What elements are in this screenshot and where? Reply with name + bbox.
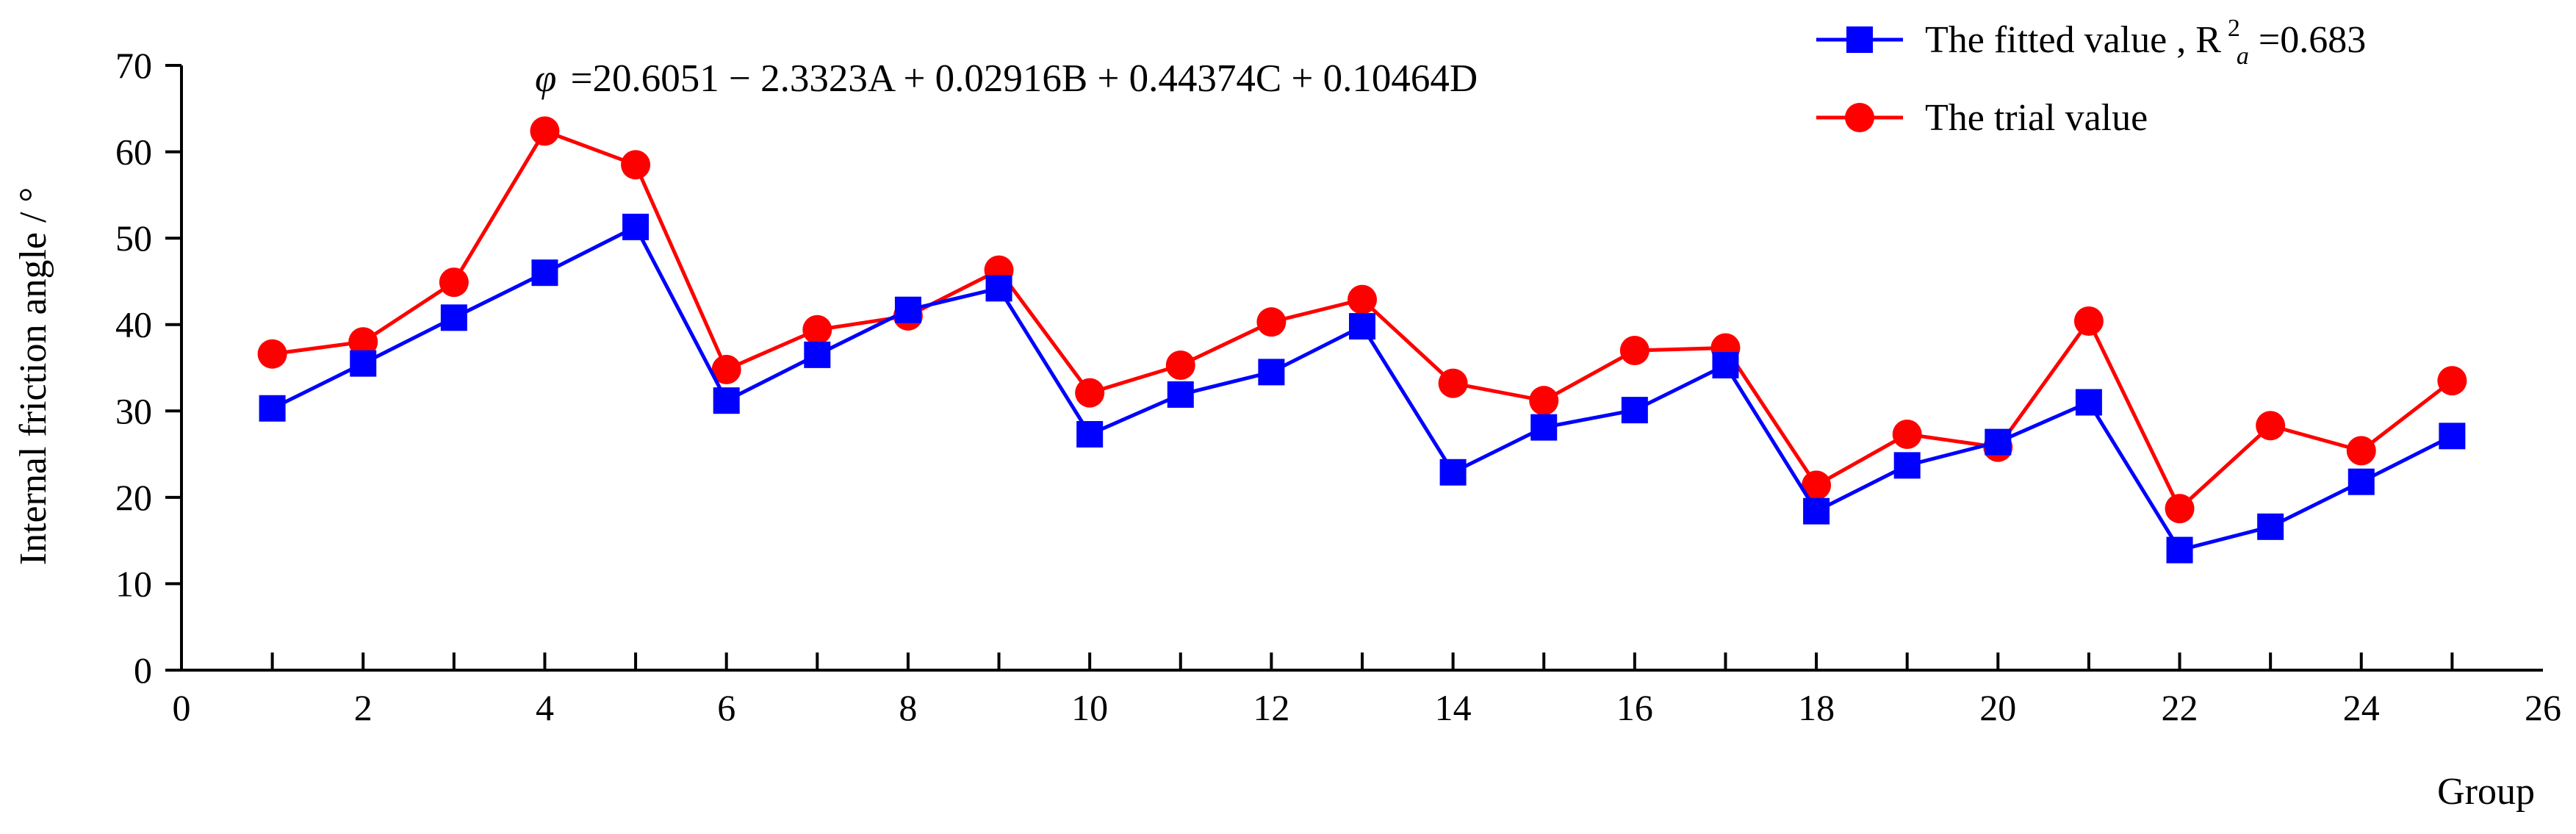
data-point-trial	[348, 327, 378, 357]
legend-marker-trial	[1845, 103, 1874, 132]
data-point-fitted	[804, 341, 831, 368]
legend-fitted-sup: 2	[2228, 15, 2240, 42]
y-tick-label: 10	[115, 563, 152, 604]
y-tick-label: 60	[115, 132, 152, 173]
x-tick-label: 0	[173, 687, 191, 728]
data-point-trial	[530, 116, 560, 146]
x-tick-label: 24	[2343, 687, 2380, 728]
data-point-trial	[1256, 307, 1287, 337]
data-point-fitted	[894, 296, 921, 323]
data-point-trial	[2073, 306, 2104, 337]
data-point-trial	[1348, 284, 1377, 314]
data-point-trial	[1529, 386, 1559, 416]
x-tick-label: 10	[1071, 687, 1108, 728]
legend-item-trial: The trial value	[1816, 97, 2148, 139]
equation-text: =20.6051 − 2.3323A + 0.02916B + 0.44374C…	[571, 57, 1478, 100]
data-point-trial	[1075, 378, 1105, 408]
data-point-trial	[1165, 350, 1195, 380]
x-tick-label: 6	[717, 687, 735, 728]
data-point-fitted	[1349, 313, 1375, 340]
y-tick-label: 20	[115, 477, 152, 518]
data-point-fitted	[1803, 497, 1830, 525]
y-tick-label: 40	[115, 304, 152, 345]
legend: The fitted value , R 2 a =0.683 The tria…	[1816, 3, 2366, 139]
data-point-fitted	[531, 259, 558, 287]
y-tick-label: 0	[134, 650, 152, 691]
legend-fitted-name: The fitted value , R	[1925, 19, 2221, 61]
data-point-trial	[1619, 335, 1649, 365]
y-tick-label: 50	[115, 218, 152, 259]
data-point-trial	[711, 354, 741, 384]
x-tick-label: 22	[2162, 687, 2198, 728]
legend-item-fitted: The fitted value , R 2 a =0.683	[1816, 3, 2366, 73]
data-point-trial	[439, 267, 469, 298]
data-point-trial	[2346, 436, 2376, 466]
data-point-fitted	[1985, 428, 2012, 456]
data-point-fitted	[1893, 452, 1921, 479]
series-layer	[257, 116, 2467, 564]
data-point-fitted	[2347, 468, 2375, 495]
y-tick-label: 30	[115, 390, 152, 431]
data-point-trial	[1802, 470, 1832, 500]
labels-layer: Internal friction angle / ° Group φ =20.…	[12, 57, 2535, 813]
data-point-trial	[2437, 366, 2467, 396]
data-point-trial	[621, 150, 651, 180]
x-tick-label: 2	[354, 687, 373, 728]
data-point-fitted	[985, 275, 1012, 302]
data-point-fitted	[1621, 397, 1648, 424]
data-point-fitted	[1076, 421, 1104, 448]
data-point-trial	[802, 314, 832, 345]
x-tick-label: 12	[1253, 687, 1289, 728]
data-point-fitted	[622, 213, 650, 240]
data-point-fitted	[1167, 381, 1194, 408]
data-point-fitted	[2166, 536, 2193, 564]
data-point-fitted	[2439, 423, 2466, 450]
legend-marker-fitted	[1846, 26, 1873, 53]
data-point-trial	[1438, 368, 1468, 398]
x-tick-label: 26	[2525, 687, 2561, 728]
series-fitted	[259, 213, 2466, 564]
x-tick-label: 8	[899, 687, 917, 728]
data-point-trial	[1892, 420, 1922, 450]
data-point-fitted	[1712, 351, 1739, 378]
data-point-fitted	[440, 304, 467, 331]
data-point-trial	[257, 339, 287, 369]
y-axis-label: Internal friction angle / °	[12, 187, 54, 566]
data-point-fitted	[1439, 459, 1467, 486]
data-point-fitted	[259, 395, 286, 422]
legend-label-fitted: The fitted value , R 2 a =0.683	[1925, 3, 2366, 73]
data-point-fitted	[713, 387, 740, 414]
x-tick-label: 4	[536, 687, 554, 728]
data-point-fitted	[1530, 414, 1558, 441]
legend-fitted-suffix: =0.683	[2259, 19, 2366, 61]
legend-label-trial: The trial value	[1925, 97, 2148, 139]
data-point-fitted	[2075, 389, 2102, 416]
equation-annotation: φ =20.6051 − 2.3323A + 0.02916B + 0.4437…	[535, 57, 1478, 100]
series-line-fitted	[271, 224, 2453, 553]
x-tick-label: 14	[1435, 687, 1472, 728]
y-tick-label: 70	[115, 45, 152, 86]
x-tick-label: 16	[1616, 687, 1653, 728]
data-point-trial	[2165, 494, 2195, 524]
data-point-fitted	[350, 350, 377, 377]
x-tick-label: 20	[1979, 687, 2016, 728]
data-point-fitted	[1258, 359, 1285, 386]
legend-fitted-sub: a	[2237, 43, 2249, 70]
x-axis-label: Group	[2437, 771, 2535, 813]
x-tick-label: 18	[1798, 687, 1835, 728]
data-point-trial	[2256, 411, 2286, 441]
data-point-fitted	[2257, 513, 2284, 540]
phi-symbol: φ	[535, 57, 556, 100]
